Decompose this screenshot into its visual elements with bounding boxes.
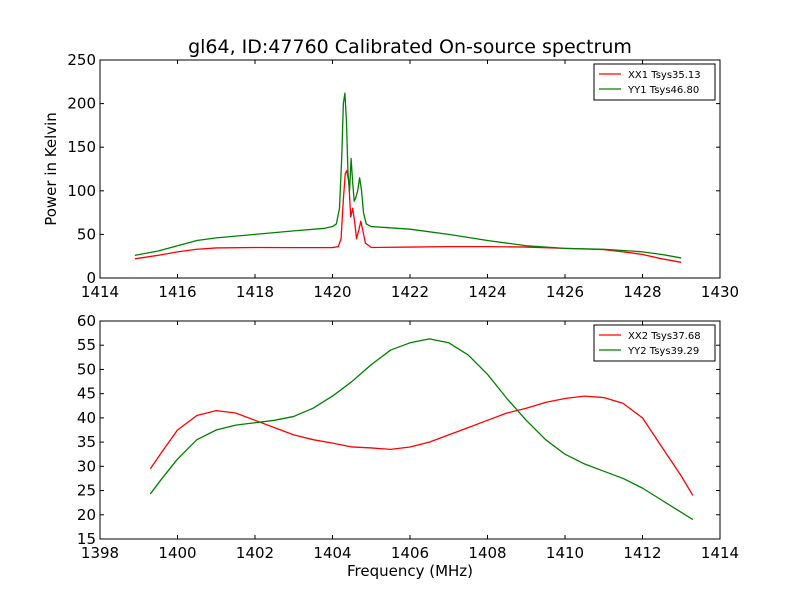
bottom-x-tick-label: 1406: [391, 544, 429, 562]
bottom-legend-box: [593, 324, 716, 362]
top-x-tick-label: 1416: [158, 283, 196, 301]
top-legend-label-2: YY1 Tsys46.80: [627, 85, 699, 96]
bottom-x-tick-label: 1400: [158, 544, 196, 562]
bottom-y-tick-label: 25: [77, 482, 96, 500]
bottom-legend: XX2 Tsys37.68 YY2 Tsys39.29: [593, 324, 716, 362]
bottom-x-tick-label: 1398: [81, 544, 119, 562]
bottom-y-tick-label: 30: [77, 457, 96, 475]
top-y-tick-label: 100: [67, 182, 96, 200]
bottom-legend-label-2: YY2 Tsys39.29: [627, 346, 699, 357]
bottom-x-tick-label: 1414: [701, 544, 739, 562]
top-x-tick-label: 1430: [701, 283, 739, 301]
bottom-y-tick-label: 15: [77, 530, 96, 548]
top-y-tick-label: 250: [67, 51, 96, 69]
top-legend-label-1: XX1 Tsys35.13: [628, 70, 701, 81]
top-x-tick-label: 1426: [546, 283, 584, 301]
bottom-x-tick-label: 1408: [468, 544, 506, 562]
top-x-tick-label: 1418: [236, 283, 274, 301]
top-y-axis-label: Power in Kelvin: [42, 112, 60, 226]
bottom-x-tick-label: 1410: [546, 544, 584, 562]
top-legend-box: [593, 63, 716, 101]
top-series-line-2: [134, 92, 682, 259]
top-x-tick-label: 1420: [313, 283, 351, 301]
bottom-series-line-2: [149, 338, 694, 521]
top-y-tick-label: 200: [67, 95, 96, 113]
bottom-series-line-1: [149, 395, 694, 496]
bottom-x-tick-label: 1402: [236, 544, 274, 562]
bottom-y-tick-label: 60: [77, 312, 96, 330]
bottom-panel: 1398 1400 1402 1404 1406 1408 1410 1412 1414 15 20…: [77, 312, 739, 562]
top-y-tick-label: 150: [67, 138, 96, 156]
bottom-x-axis-label: Frequency (MHz): [347, 562, 473, 580]
bottom-legend-label-1: XX2 Tsys37.68: [628, 331, 701, 342]
top-y-tick-label: 0: [86, 269, 96, 287]
bottom-x-tick-label: 1412: [623, 544, 661, 562]
top-x-tick-label: 1422: [391, 283, 429, 301]
bottom-y-tick-label: 20: [77, 506, 96, 524]
top-legend: XX1 Tsys35.13 YY1 Tsys46.80: [593, 63, 716, 101]
top-y-tick-label: 50: [77, 225, 96, 243]
bottom-x-tick-label: 1404: [313, 544, 351, 562]
top-x-tick-label: 1424: [468, 283, 506, 301]
bottom-y-tick-label: 50: [77, 360, 96, 378]
chart-title: gl64, ID:47760 Calibrated On-source spec…: [188, 36, 632, 58]
top-panel: 1414 1416 1418 1420 1422 1424 1426 1428 1430 0 50 1…: [67, 51, 739, 301]
bottom-y-tick-label: 40: [77, 409, 96, 427]
bottom-y-tick-label: 35: [77, 433, 96, 451]
bottom-y-tick-label: 45: [77, 385, 96, 403]
top-x-tick-label: 1414: [81, 283, 119, 301]
bottom-y-tick-label: 55: [77, 336, 96, 354]
top-x-tick-label: 1428: [623, 283, 661, 301]
